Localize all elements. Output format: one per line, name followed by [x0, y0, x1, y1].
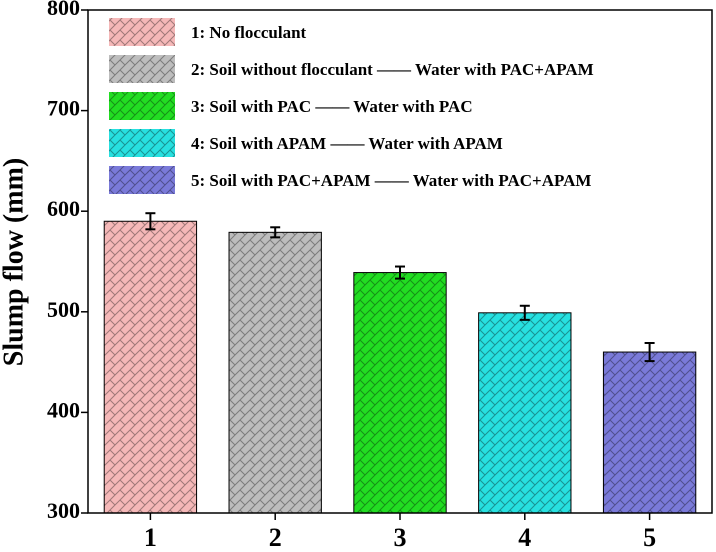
legend-label: 1: No flocculant	[191, 23, 307, 42]
legend-label: 4: Soil with APAM —— Water with APAM	[191, 134, 503, 153]
y-axis-label: Slump flow (mm)	[0, 158, 29, 366]
legend-label: 3: Soil with PAC —— Water with PAC	[191, 97, 473, 116]
bar	[103, 220, 198, 514]
error-bar	[270, 226, 281, 239]
x-tick-label: 2	[269, 523, 282, 552]
legend-swatch	[109, 129, 175, 157]
legend-label: 2: Soil without flocculant —— Water with…	[191, 60, 594, 79]
error-bar	[145, 212, 156, 231]
y-tick-label: 500	[47, 297, 80, 322]
error-bar	[519, 304, 530, 321]
bar	[478, 312, 572, 514]
x-tick-label: 1	[144, 523, 157, 552]
y-tick-label: 400	[47, 397, 80, 422]
legend-swatch	[109, 166, 175, 194]
y-tick-label: 800	[47, 0, 80, 20]
y-tick-label: 600	[47, 196, 80, 221]
error-bar	[395, 265, 405, 280]
legend-swatch	[109, 55, 175, 83]
legend-label: 5: Soil with PAC+APAM —— Water with PAC+…	[191, 171, 591, 190]
x-tick-label: 5	[643, 523, 656, 552]
y-tick-label: 300	[47, 498, 80, 523]
x-tick-label: 3	[394, 523, 407, 552]
y-tick-label: 700	[47, 96, 80, 121]
bar	[353, 272, 447, 514]
bar	[602, 351, 697, 514]
legend-swatch	[109, 92, 175, 120]
bar	[228, 231, 322, 514]
plot-frame	[87, 9, 713, 514]
legend-swatch	[109, 18, 175, 46]
x-tick-label: 4	[518, 523, 531, 552]
error-bar	[644, 341, 655, 363]
